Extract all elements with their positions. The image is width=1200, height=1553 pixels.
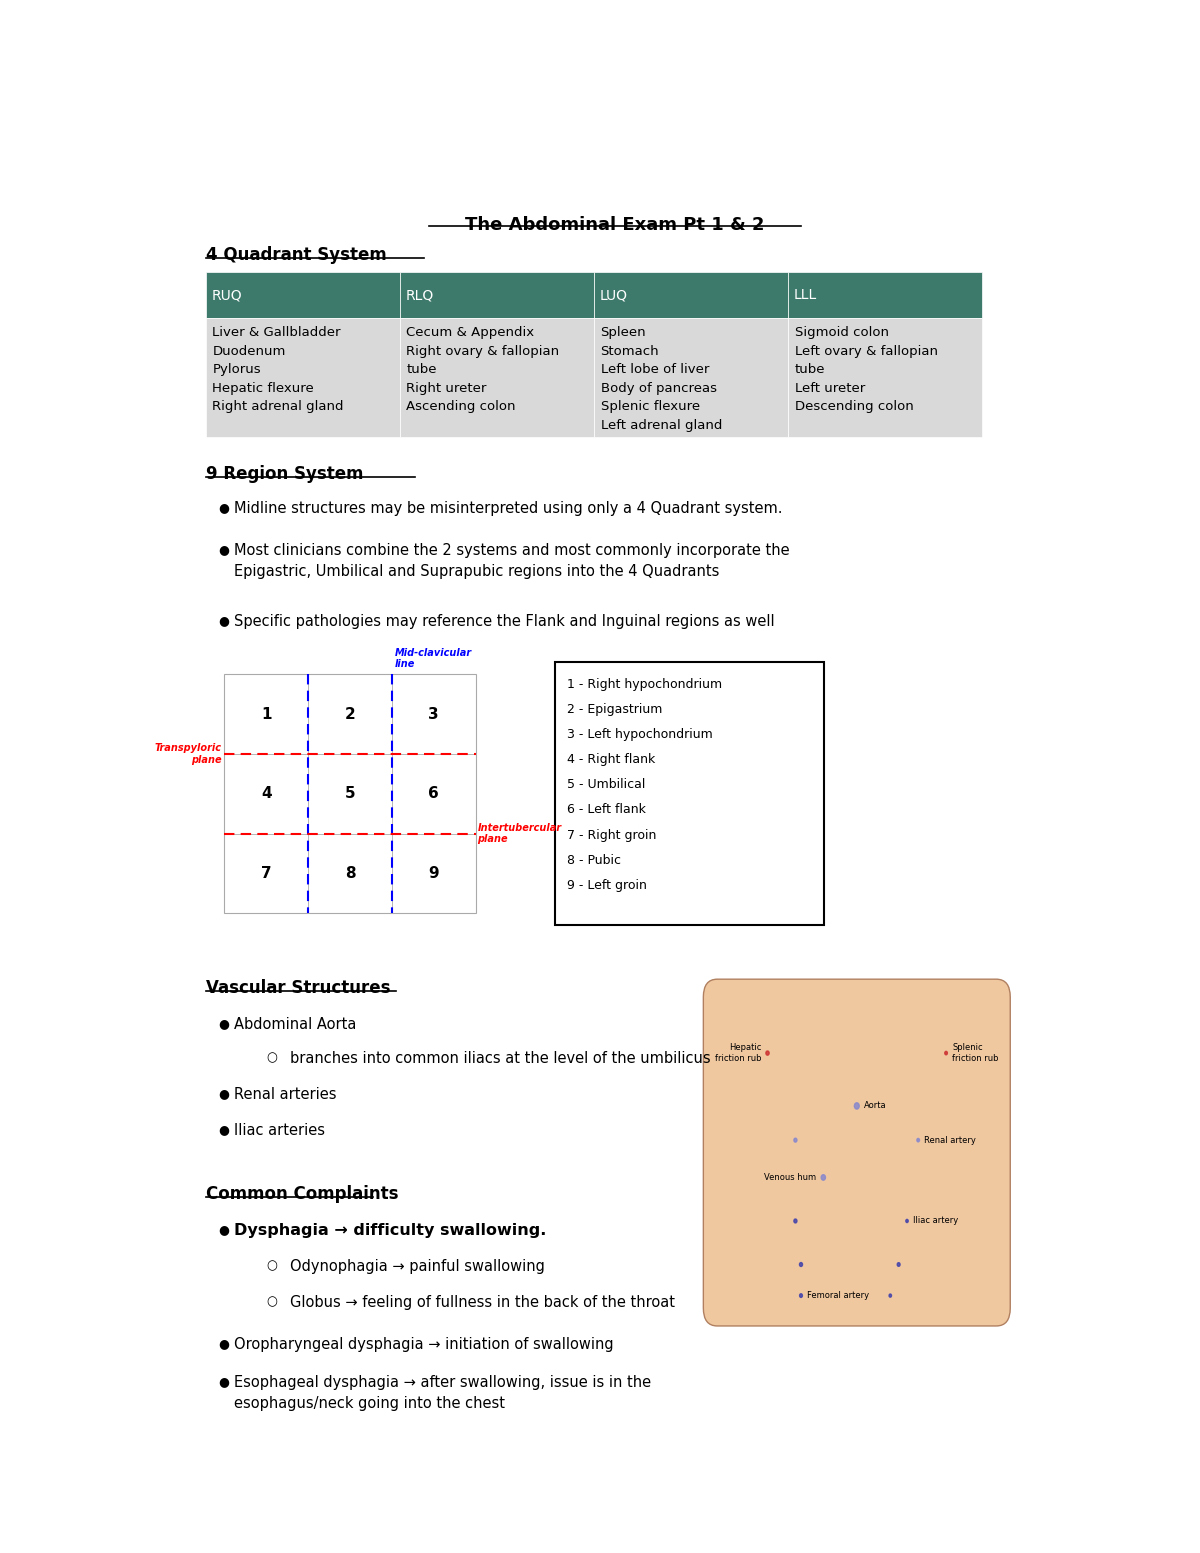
Text: Femoral artery: Femoral artery (808, 1291, 869, 1300)
Text: Mid-clavicular
line: Mid-clavicular line (395, 648, 472, 669)
FancyBboxPatch shape (788, 318, 983, 438)
Text: Venous hum: Venous hum (764, 1173, 816, 1182)
Text: branches into common iliacs at the level of the umbilicus: branches into common iliacs at the level… (289, 1051, 710, 1065)
Text: Liver & Gallbladder
Duodenum
Pylorus
Hepatic flexure
Right adrenal gland: Liver & Gallbladder Duodenum Pylorus Hep… (212, 326, 344, 413)
Text: ●: ● (218, 1374, 229, 1388)
Circle shape (821, 1174, 826, 1180)
Text: Iliac artery: Iliac artery (913, 1216, 958, 1225)
Text: Spleen
Stomach
Left lobe of liver
Body of pancreas
Splenic flexure
Left adrenal : Spleen Stomach Left lobe of liver Body o… (600, 326, 722, 432)
FancyBboxPatch shape (703, 980, 1010, 1326)
Text: Iliac arteries: Iliac arteries (234, 1123, 325, 1138)
Text: ●: ● (218, 1123, 229, 1135)
Text: Transpyloric
plane: Transpyloric plane (155, 744, 222, 764)
Text: Vascular Structures: Vascular Structures (206, 980, 390, 997)
Text: 2 - Epigastrium: 2 - Epigastrium (566, 704, 662, 716)
Text: Odynophagia → painful swallowing: Odynophagia → painful swallowing (289, 1259, 545, 1273)
Text: Aorta: Aorta (864, 1101, 887, 1110)
Circle shape (898, 1263, 900, 1266)
Text: ○: ○ (266, 1259, 277, 1272)
Text: LUQ: LUQ (600, 289, 628, 303)
Circle shape (944, 1051, 948, 1054)
FancyBboxPatch shape (206, 272, 400, 318)
Circle shape (794, 1219, 797, 1222)
Text: 7 - Right groin: 7 - Right groin (566, 828, 656, 842)
Text: ●: ● (218, 615, 229, 627)
Text: Oropharyngeal dysphagia → initiation of swallowing: Oropharyngeal dysphagia → initiation of … (234, 1337, 613, 1351)
Text: Splenic
friction rub: Splenic friction rub (952, 1044, 998, 1062)
Text: 9 Region System: 9 Region System (206, 464, 364, 483)
Text: 3: 3 (428, 707, 439, 722)
Circle shape (766, 1051, 769, 1054)
Text: Hepatic
friction rub: Hepatic friction rub (715, 1044, 761, 1062)
FancyBboxPatch shape (400, 272, 594, 318)
Text: 8: 8 (344, 867, 355, 881)
Text: ●: ● (218, 542, 229, 556)
Text: ○: ○ (266, 1295, 277, 1308)
Text: Common Complaints: Common Complaints (206, 1185, 398, 1204)
Circle shape (917, 1138, 919, 1141)
Text: 1 - Right hypochondrium: 1 - Right hypochondrium (566, 677, 721, 691)
Text: Midline structures may be misinterpreted using only a 4 Quadrant system.: Midline structures may be misinterpreted… (234, 502, 782, 516)
Text: 1: 1 (262, 707, 271, 722)
Text: ○: ○ (266, 1051, 277, 1064)
Text: Cecum & Appendix
Right ovary & fallopian
tube
Right ureter
Ascending colon: Cecum & Appendix Right ovary & fallopian… (407, 326, 559, 413)
Text: 5 - Umbilical: 5 - Umbilical (566, 778, 646, 792)
FancyBboxPatch shape (594, 318, 788, 438)
FancyBboxPatch shape (554, 662, 824, 926)
Text: RUQ: RUQ (211, 289, 242, 303)
Text: Renal artery: Renal artery (924, 1135, 976, 1145)
Text: 6 - Left flank: 6 - Left flank (566, 803, 646, 817)
Text: Sigmoid colon
Left ovary & fallopian
tube
Left ureter
Descending colon: Sigmoid colon Left ovary & fallopian tub… (794, 326, 937, 413)
Text: Dysphagia → difficulty swallowing.: Dysphagia → difficulty swallowing. (234, 1224, 546, 1238)
Text: 5: 5 (344, 786, 355, 801)
Text: Globus → feeling of fullness in the back of the throat: Globus → feeling of fullness in the back… (289, 1295, 674, 1309)
Text: ●: ● (218, 1017, 229, 1031)
FancyBboxPatch shape (224, 674, 475, 913)
Text: The Abdominal Exam Pt 1 & 2: The Abdominal Exam Pt 1 & 2 (466, 216, 764, 235)
Text: 3 - Left hypochondrium: 3 - Left hypochondrium (566, 728, 713, 741)
Text: ●: ● (218, 1224, 229, 1236)
Text: Esophageal dysphagia → after swallowing, issue is in the
esophagus/neck going in: Esophageal dysphagia → after swallowing,… (234, 1374, 650, 1412)
Circle shape (854, 1103, 859, 1109)
Text: 9 - Left groin: 9 - Left groin (566, 879, 647, 891)
Text: Specific pathologies may reference the Flank and Inguinal regions as well: Specific pathologies may reference the F… (234, 615, 774, 629)
Circle shape (906, 1219, 908, 1222)
FancyBboxPatch shape (206, 318, 400, 438)
Text: 8 - Pubic: 8 - Pubic (566, 854, 620, 867)
Text: Intertubercular
plane: Intertubercular plane (478, 823, 562, 845)
Text: 6: 6 (428, 786, 439, 801)
FancyBboxPatch shape (400, 318, 594, 438)
Text: ●: ● (218, 502, 229, 514)
Text: ●: ● (218, 1087, 229, 1100)
Text: ●: ● (218, 1337, 229, 1350)
Text: Abdominal Aorta: Abdominal Aorta (234, 1017, 356, 1033)
Text: 9: 9 (428, 867, 439, 881)
Circle shape (799, 1294, 803, 1297)
Text: 4 Quadrant System: 4 Quadrant System (206, 245, 386, 264)
Circle shape (794, 1138, 797, 1141)
Circle shape (799, 1263, 803, 1267)
Text: Renal arteries: Renal arteries (234, 1087, 336, 1101)
Text: 4: 4 (260, 786, 271, 801)
FancyBboxPatch shape (594, 272, 788, 318)
FancyBboxPatch shape (788, 272, 983, 318)
Text: Most clinicians combine the 2 systems and most commonly incorporate the
Epigastr: Most clinicians combine the 2 systems an… (234, 542, 790, 579)
Circle shape (889, 1294, 892, 1297)
Text: LLL: LLL (793, 289, 817, 303)
Text: RLQ: RLQ (406, 289, 433, 303)
Text: 2: 2 (344, 707, 355, 722)
Text: 7: 7 (260, 867, 271, 881)
Text: 4 - Right flank: 4 - Right flank (566, 753, 655, 766)
